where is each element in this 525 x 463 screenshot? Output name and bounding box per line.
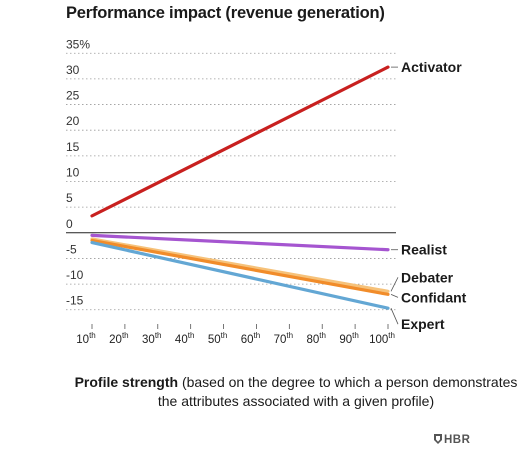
x-axis-caption: Profile strength (based on the degree to…	[66, 373, 525, 411]
shield-icon	[434, 434, 442, 444]
x-tick-label: 40th	[175, 331, 194, 346]
x-axis-title: Profile strength	[74, 374, 179, 390]
series-label-confidant: Confidant	[401, 289, 467, 305]
y-axis-ticks: 35% 30 25 20 15 10 5 0 -5 -10 -15	[66, 37, 90, 307]
y-tick-label: 20	[66, 114, 80, 128]
series-line-expert	[90, 240, 390, 310]
x-tick-label: 100th	[369, 331, 395, 346]
y-tick-label: -10	[66, 268, 84, 282]
brand-logo: HBR	[434, 434, 470, 446]
x-tick-label: 80th	[306, 331, 325, 346]
x-tick-label: 60th	[241, 331, 260, 346]
series-label-debater: Debater	[401, 269, 454, 285]
chart-title: Performance impact (revenue generation)	[66, 4, 385, 22]
brand-text: HBR	[444, 434, 471, 446]
y-tick-label: 5	[66, 191, 73, 205]
series-label-realist: Realist	[401, 242, 447, 258]
y-tick-label: 30	[66, 63, 80, 77]
x-axis-ticks: 10th 20th 30th 40th 50th 60th 70th 80th 90th 100t…	[76, 324, 395, 346]
grid-lines	[66, 52, 396, 311]
y-tick-label: -15	[66, 294, 84, 308]
series-line-activator	[90, 65, 390, 218]
label-leader-expert	[390, 308, 399, 325]
y-tick-label: 35%	[66, 37, 90, 51]
y-tick-label: 25	[66, 89, 80, 103]
series-labels: Activator Realist Debater Confidant Expert	[390, 59, 467, 332]
y-tick-label: -5	[66, 242, 77, 256]
x-tick-label: 30th	[142, 331, 161, 346]
x-tick-label: 90th	[339, 331, 358, 346]
x-tick-label: 50th	[208, 331, 227, 346]
x-tick-label: 10th	[76, 331, 95, 346]
x-tick-label: 20th	[109, 331, 128, 346]
label-leader-debater	[390, 277, 399, 292]
series-lines	[90, 65, 390, 310]
y-tick-label: 15	[66, 140, 80, 154]
y-tick-label: 0	[66, 217, 73, 231]
label-leader-confidant	[390, 293, 399, 298]
series-label-expert: Expert	[401, 316, 445, 332]
series-line-debater	[90, 237, 390, 293]
series-line-confidant	[90, 238, 390, 296]
series-label-activator: Activator	[401, 59, 462, 75]
x-axis-description: (based on the degree to which a person d…	[157, 374, 518, 409]
series-line-realist	[90, 233, 390, 252]
x-tick-label: 70th	[274, 331, 293, 346]
y-tick-label: 10	[66, 166, 80, 180]
